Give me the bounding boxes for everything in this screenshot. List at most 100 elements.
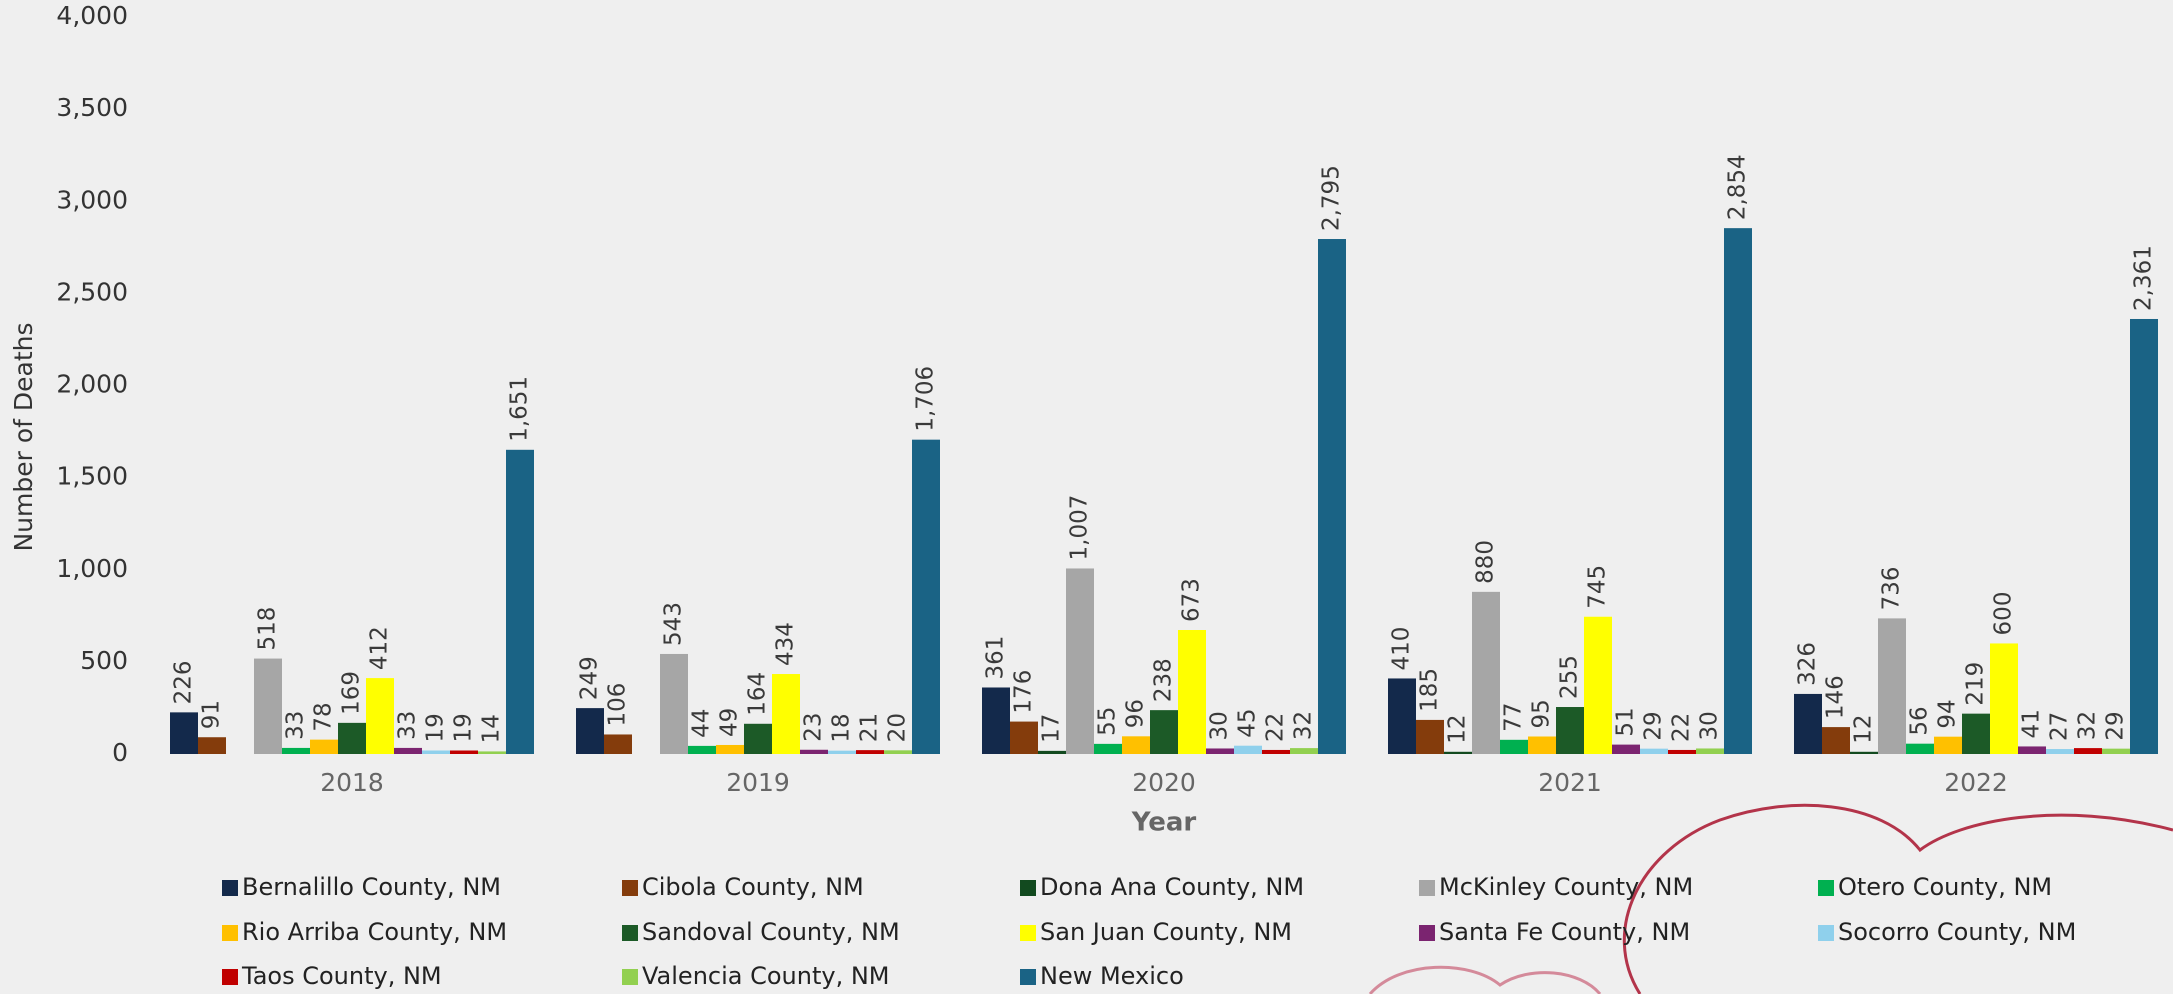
- value-label: 29: [1641, 711, 1667, 740]
- value-label: 226: [171, 660, 197, 704]
- bar: [1038, 750, 1066, 754]
- value-label: 238: [1151, 658, 1177, 702]
- bar: [800, 749, 828, 754]
- bar: [1444, 751, 1472, 754]
- value-label: 326: [1795, 642, 1821, 686]
- x-axis-title: Year: [1131, 808, 1197, 838]
- bar: [1906, 743, 1934, 754]
- bar: [478, 751, 506, 754]
- value-label: 164: [745, 672, 771, 716]
- value-label: 185: [1417, 668, 1443, 712]
- value-label: 78: [311, 702, 337, 731]
- value-label: 880: [1473, 540, 1499, 584]
- value-label: 32: [2075, 711, 2101, 740]
- value-label: 91: [199, 700, 225, 729]
- legend-swatch: [222, 925, 238, 941]
- value-label: 12: [1445, 715, 1471, 744]
- value-label: 169: [339, 671, 365, 715]
- value-label: 176: [1011, 670, 1037, 714]
- bar: [254, 658, 282, 754]
- bar: [450, 750, 478, 754]
- decoration: [1368, 803, 2173, 994]
- value-label: 736: [1879, 566, 1905, 610]
- value-label: 518: [255, 607, 281, 651]
- value-label: 21: [857, 713, 883, 742]
- value-label: 51: [1613, 707, 1639, 736]
- value-label: 94: [1935, 699, 1961, 728]
- bar: [1234, 745, 1262, 754]
- bar: [1934, 736, 1962, 754]
- value-label: 410: [1389, 627, 1415, 671]
- value-label: 23: [801, 712, 827, 741]
- x-tick-label: 2018: [320, 768, 384, 797]
- bar: [688, 745, 716, 754]
- legend-label: Otero County, NM: [1838, 873, 2052, 901]
- bar: [1388, 678, 1416, 754]
- bar: [772, 674, 800, 754]
- value-label: 745: [1585, 565, 1611, 609]
- legend-label: Santa Fe County, NM: [1439, 918, 1690, 946]
- x-tick-label: 2022: [1944, 768, 2008, 797]
- value-label: 17: [1039, 714, 1065, 743]
- value-label: 20: [885, 713, 911, 742]
- bar: [1094, 743, 1122, 754]
- bar: [1850, 751, 1878, 754]
- value-label: 44: [689, 709, 715, 738]
- bar: [1822, 727, 1850, 754]
- bar: [856, 750, 884, 754]
- bar: [1990, 643, 2018, 754]
- bar: [604, 734, 632, 754]
- bar: [576, 708, 604, 754]
- bar: [1640, 748, 1668, 754]
- legend-label: Taos County, NM: [241, 962, 442, 990]
- value-label: 18: [829, 713, 855, 742]
- bar: [2018, 746, 2046, 754]
- bar: [1150, 710, 1178, 754]
- value-label: 19: [451, 713, 477, 742]
- legend-swatch: [1419, 880, 1435, 896]
- value-label: 55: [1095, 707, 1121, 736]
- legend-label: Socorro County, NM: [1838, 918, 2076, 946]
- bar: [1262, 749, 1290, 754]
- value-label: 1,651: [507, 376, 533, 442]
- bar: [1416, 719, 1444, 754]
- value-label: 27: [2047, 712, 2073, 741]
- value-label: 30: [1207, 711, 1233, 740]
- y-tick-label: 3,500: [56, 93, 128, 122]
- value-label: 673: [1179, 578, 1205, 622]
- value-label: 434: [773, 622, 799, 666]
- bar: [282, 747, 310, 754]
- legend-label: Rio Arriba County, NM: [242, 918, 507, 946]
- y-tick-label: 500: [80, 646, 128, 675]
- x-tick-label: 2020: [1132, 768, 1196, 797]
- legend-swatch: [1818, 925, 1834, 941]
- y-tick-label: 0: [112, 738, 128, 767]
- value-label: 106: [605, 683, 631, 727]
- bar: [1206, 748, 1234, 754]
- legend-label: New Mexico: [1040, 962, 1184, 990]
- bar: [1122, 736, 1150, 754]
- value-label: 32: [1291, 711, 1317, 740]
- value-label: 2,854: [1725, 154, 1751, 220]
- bar: [1528, 736, 1556, 754]
- value-label: 2,361: [2131, 245, 2157, 311]
- bar: [884, 750, 912, 754]
- value-label: 361: [983, 636, 1009, 680]
- bar: [2074, 748, 2102, 754]
- bar: [1668, 749, 1696, 754]
- value-label: 29: [2103, 711, 2129, 740]
- bar: [506, 449, 534, 754]
- y-tick-label: 1,500: [56, 462, 128, 491]
- value-label: 30: [1697, 711, 1723, 740]
- bar: [1178, 629, 1206, 754]
- bar: [1472, 591, 1500, 754]
- legend-swatch: [1419, 925, 1435, 941]
- legend-swatch: [622, 969, 638, 985]
- legend-swatch: [1818, 880, 1834, 896]
- bar: [310, 739, 338, 754]
- bar: [422, 750, 450, 754]
- bar: [1878, 618, 1906, 754]
- legend-swatch: [1020, 925, 1036, 941]
